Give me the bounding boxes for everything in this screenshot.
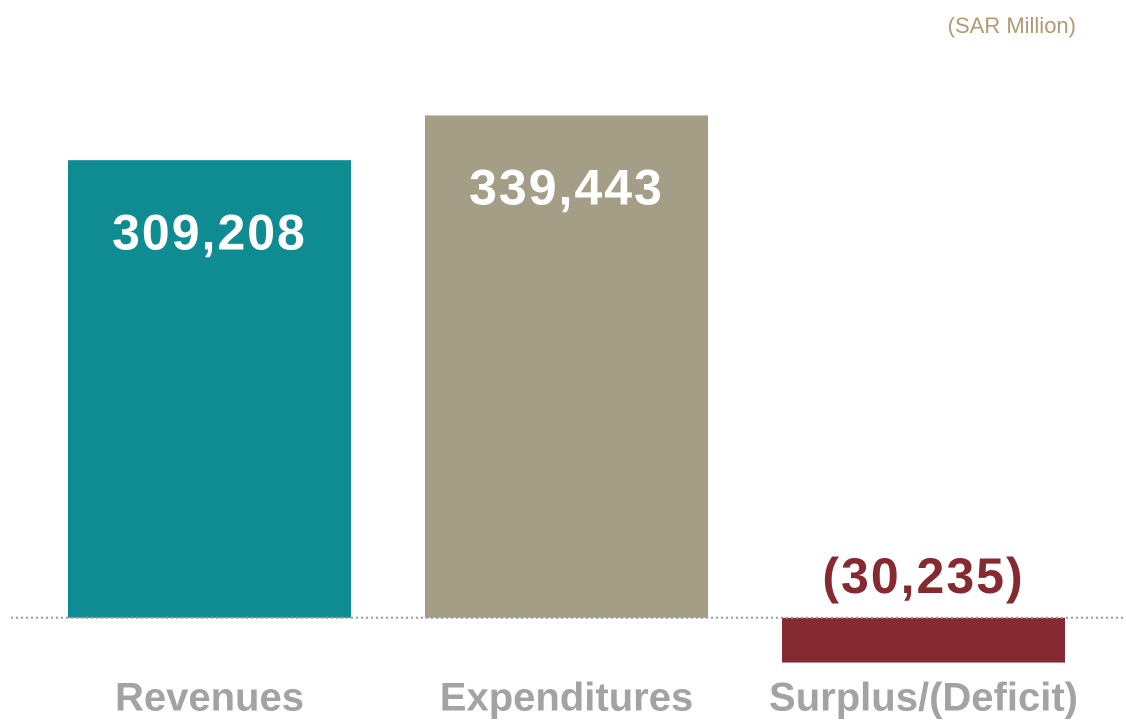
value-label: 339,443 [469, 160, 664, 216]
x-tick-label: Revenues [115, 676, 304, 720]
bar [782, 617, 1065, 663]
unit-note: (SAR Million) [948, 13, 1076, 38]
bar [68, 160, 351, 618]
x-tick-label: Expenditures [440, 676, 693, 720]
x-tick-label: Surplus/(Deficit) [769, 676, 1078, 720]
value-label: 309,208 [112, 204, 307, 260]
bar [425, 115, 708, 618]
value-label: (30,235) [822, 548, 1024, 604]
